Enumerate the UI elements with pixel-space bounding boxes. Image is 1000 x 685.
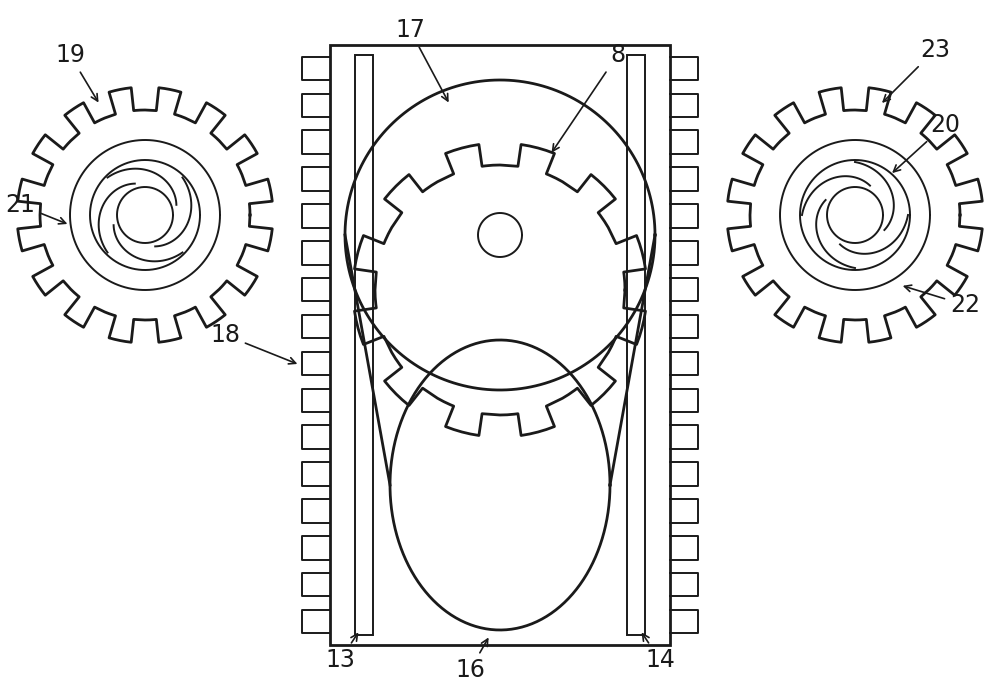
Text: 23: 23	[883, 38, 950, 101]
Text: 18: 18	[210, 323, 296, 364]
Text: 19: 19	[55, 43, 98, 101]
Text: 13: 13	[325, 634, 357, 672]
Bar	[627, 55, 645, 635]
Text: 17: 17	[395, 18, 448, 101]
Text: 22: 22	[904, 285, 980, 317]
Bar	[330, 45, 670, 645]
Text: 14: 14	[643, 634, 675, 672]
Text: 20: 20	[893, 113, 960, 172]
Bar	[355, 55, 373, 635]
Text: 21: 21	[5, 193, 66, 224]
Text: 8: 8	[553, 43, 625, 151]
Text: 16: 16	[455, 639, 488, 682]
